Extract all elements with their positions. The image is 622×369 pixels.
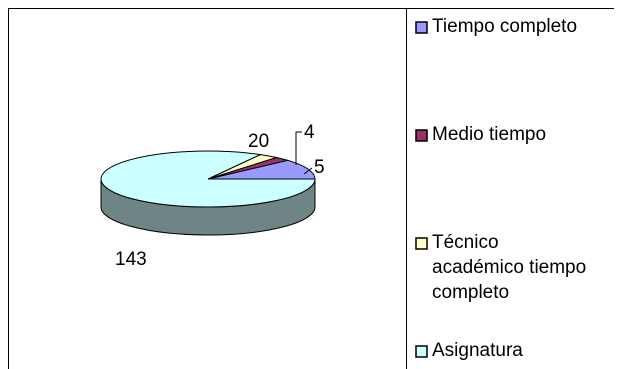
chart-area: 20 4 5 143 Tiempo completo Medio tiempo Técni… (8, 8, 614, 369)
data-label-3: 143 (115, 249, 147, 270)
legend-swatch-0 (415, 21, 428, 34)
pie-chart-svg: 20 4 5 143 Tiempo completo Medio tiempo Técni… (8, 8, 614, 369)
legend-swatch-1 (415, 129, 428, 142)
legend-label-1: Medio tiempo (432, 124, 546, 145)
data-label-2: 5 (314, 157, 325, 178)
pie-slice-0 (207, 159, 316, 180)
leader-line-2 (303, 167, 313, 175)
pie-slice-3 (100, 150, 316, 208)
leader-line-1 (295, 131, 302, 165)
legend-label-2-line-2: completo (432, 282, 509, 303)
data-label-0: 20 (248, 131, 269, 152)
legend-label-2-line-1: académico tiempo (432, 257, 586, 278)
legend-label-0: Tiempo completo (432, 16, 577, 37)
data-label-1: 4 (304, 122, 315, 143)
legend-swatch-3 (415, 345, 428, 358)
legend-label-3: Asignatura (432, 340, 523, 361)
chart-title-clipped (0, 0, 622, 8)
legend-label-2-line-0: Técnico (432, 232, 499, 253)
legend-swatch-2 (415, 237, 428, 250)
